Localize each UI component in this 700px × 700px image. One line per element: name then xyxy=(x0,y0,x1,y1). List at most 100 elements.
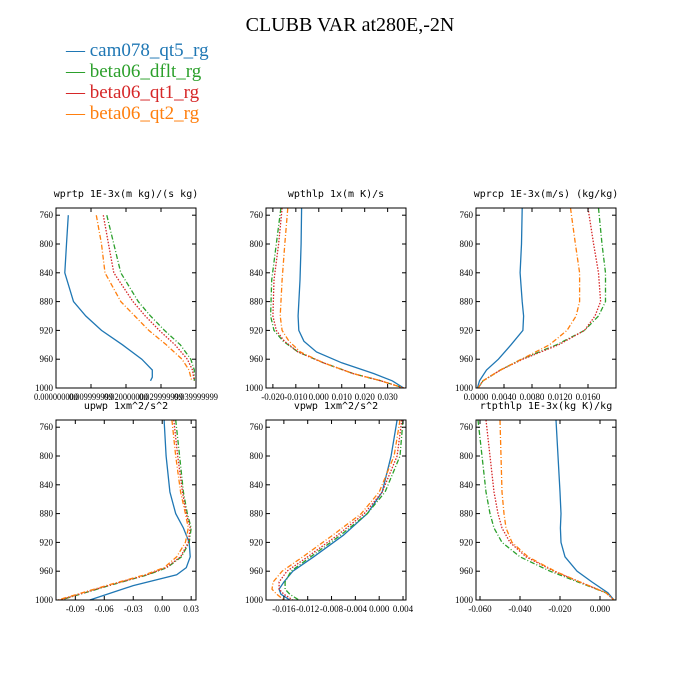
y-tick-label: 960 xyxy=(250,566,264,576)
series-line-beta06_qt2_rg xyxy=(279,207,404,389)
page-title: CLUBB VAR at280E,-2N xyxy=(245,14,455,36)
series-line-beta06_dflt_rg xyxy=(477,207,607,389)
legend-label: beta06_qt2_rg xyxy=(89,103,200,124)
y-tick-label: 1000 xyxy=(455,595,474,605)
panel-title: wprtp 1E-3x(m kg)/(s kg) xyxy=(54,189,199,200)
legend-item-beta06-qt2: — beta06_qt2_rg xyxy=(66,103,209,124)
x-tick-label: 0.0040 xyxy=(492,392,517,402)
chart-panel-5: vpwp 1xm^2/s^2 760 800 840 880 920 960 1000 -0.0… xyxy=(245,401,414,614)
y-tick-label: 800 xyxy=(40,451,54,461)
x-tick-label: -0.010 xyxy=(284,392,308,402)
x-tick-label: 0.039999999 xyxy=(174,392,218,402)
series-line-beta06_qt2_rg xyxy=(477,207,581,389)
y-tick-label: 840 xyxy=(250,268,264,278)
y-tick-label: 920 xyxy=(460,325,474,335)
x-tick-label: 0.020000000 xyxy=(104,392,148,402)
plot-frame xyxy=(265,207,407,389)
legend-item-cam078: — cam078_qt5_rg xyxy=(66,40,209,61)
y-tick-label: 800 xyxy=(460,451,474,461)
plot-frame xyxy=(475,419,617,601)
series-line-beta06_qt1_rg xyxy=(485,419,615,601)
chart-panel-4: upwp 1xm^2/s^2 760 800 840 880 920 960 1000 -0.0… xyxy=(35,401,200,614)
y-tick-label: 760 xyxy=(460,210,474,220)
legend-dash-icon: — xyxy=(66,61,90,82)
chart-panel-3: wprcp 1E-3x(m/s) (kg/kg)760 800 840 880 920 9… xyxy=(455,189,618,402)
chart-panel-2: wpthlp 1x(m K)/s7608008408809209601000-0… xyxy=(245,189,407,402)
plot-frame xyxy=(475,207,617,389)
y-tick-label: 960 xyxy=(460,354,474,364)
y-tick-label: 760 xyxy=(460,422,474,432)
plot-frame xyxy=(265,419,407,601)
x-tick-label: -0.016 xyxy=(272,604,296,614)
x-tick-label: 0.0160 xyxy=(576,392,601,402)
x-tick-label: 0.0120 xyxy=(548,392,573,402)
y-tick-label: 920 xyxy=(40,325,54,335)
y-tick-label: 1000 xyxy=(35,595,54,605)
x-tick-label: -0.004 xyxy=(344,604,368,614)
y-tick-label: 920 xyxy=(460,537,474,547)
x-tick-label: 0.010 xyxy=(332,392,353,402)
series-line-beta06_qt2_rg xyxy=(271,419,401,601)
y-tick-label: 800 xyxy=(40,239,54,249)
series-line-cam078_qt5_rg xyxy=(555,419,615,601)
y-tick-label: 800 xyxy=(460,239,474,249)
y-tick-label: 760 xyxy=(40,210,54,220)
y-tick-label: 880 xyxy=(250,297,264,307)
y-tick-label: 1000 xyxy=(245,383,264,393)
series-line-beta06_dflt_rg xyxy=(284,419,404,601)
x-tick-label: -0.020 xyxy=(548,604,572,614)
x-tick-label: 0.0080 xyxy=(520,392,545,402)
x-tick-label: -0.09 xyxy=(66,604,85,614)
x-tick-label: 0.0000 xyxy=(464,392,489,402)
x-tick-label: -0.008 xyxy=(320,604,344,614)
x-tick-label: -0.020 xyxy=(261,392,285,402)
legend-label: beta06_qt1_rg xyxy=(89,82,200,103)
panel-title: wprcp 1E-3x(m/s) (kg/kg) xyxy=(474,189,619,200)
x-tick-label: 0.03 xyxy=(183,604,199,614)
y-tick-label: 760 xyxy=(250,210,264,220)
x-tick-label: -0.040 xyxy=(508,604,532,614)
y-tick-label: 1000 xyxy=(245,595,264,605)
panel-title: wpthlp 1x(m K)/s xyxy=(288,189,384,200)
chart-panel-6: rtpthlp 1E-3x(kg K)/kg 760 800 840 880 920 960… xyxy=(455,401,617,614)
y-tick-label: 1000 xyxy=(455,383,474,393)
x-tick-label: -0.06 xyxy=(95,604,114,614)
x-tick-label: 0.009999999 xyxy=(69,392,113,402)
series-line-beta06_dflt_rg xyxy=(477,419,615,601)
x-tick-label: 0.029999999 xyxy=(139,392,183,402)
legend-label: cam078_qt5_rg xyxy=(89,40,209,61)
y-tick-label: 960 xyxy=(40,354,54,364)
series-line-cam078_qt5_rg xyxy=(297,207,405,389)
series-line-beta06_qt1_rg xyxy=(102,215,195,381)
y-tick-label: 840 xyxy=(250,480,264,490)
x-tick-label: -0.012 xyxy=(296,604,319,614)
legend-dash-icon: — xyxy=(66,82,90,103)
x-tick-label: 0.000000000 xyxy=(34,392,78,402)
x-tick-label: 0.030 xyxy=(378,392,399,402)
series-line-cam078_qt5_rg xyxy=(278,419,398,601)
panel-title: upwp 1xm^2/s^2 xyxy=(84,401,168,412)
y-tick-label: 880 xyxy=(460,509,474,519)
y-tick-label: 960 xyxy=(460,566,474,576)
x-tick-label: -0.060 xyxy=(468,604,492,614)
series-line-beta06_dflt_rg xyxy=(60,419,192,601)
legend-dash-icon: — xyxy=(66,103,90,124)
x-tick-label: 0.004 xyxy=(393,604,414,614)
series-line-beta06_dflt_rg xyxy=(106,215,195,381)
legend-item-beta06-dflt: — beta06_dflt_rg xyxy=(66,61,209,82)
y-tick-label: 960 xyxy=(40,566,54,576)
legend-dash-icon: — xyxy=(66,40,90,61)
y-tick-label: 920 xyxy=(40,537,54,547)
y-tick-label: 880 xyxy=(250,509,264,519)
plot-frame xyxy=(55,207,197,389)
series-line-cam078_qt5_rg xyxy=(64,215,153,382)
panel-title: rtpthlp 1E-3x(kg K)/kg xyxy=(480,401,612,412)
series-line-cam078_qt5_rg xyxy=(476,207,525,389)
y-tick-label: 840 xyxy=(460,480,474,490)
legend-label: beta06_dflt_rg xyxy=(89,61,202,82)
y-tick-label: 840 xyxy=(460,268,474,278)
y-tick-label: 800 xyxy=(250,451,264,461)
chart-panel-1: wprtp 1E-3x(m kg)/(s kg)760 800 840 880 920 9… xyxy=(34,189,218,402)
series-line-beta06_qt2_rg xyxy=(95,215,193,381)
